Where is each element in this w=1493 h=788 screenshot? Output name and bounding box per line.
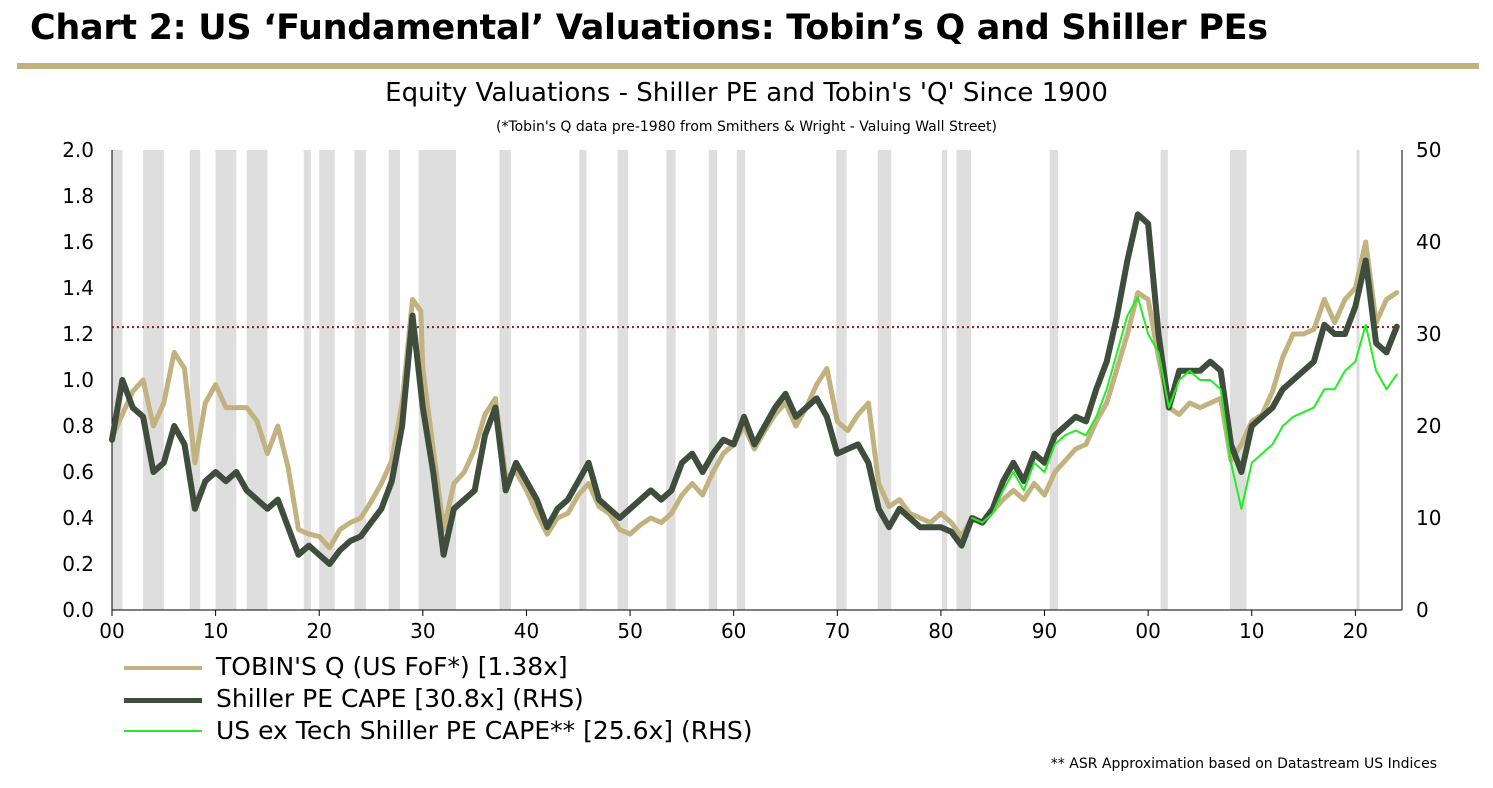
chart-subtitle: (*Tobin's Q data pre-1980 from Smithers …	[495, 119, 997, 135]
y-left-tick-label: 0.2	[62, 552, 94, 576]
y-right-tick-label: 10	[1416, 506, 1441, 530]
recession-band-13	[666, 150, 676, 610]
recession-band-22	[1230, 150, 1247, 610]
y-left-tick-label: 0.0	[62, 598, 94, 622]
x-tick-label: 30	[410, 619, 435, 643]
x-tick-label: 10	[203, 619, 228, 643]
footnote: ** ASR Approximation based on Datastream…	[1050, 756, 1437, 772]
recession-band-0	[112, 150, 123, 610]
y-right-tick-label: 20	[1416, 414, 1441, 438]
recession-band-3	[215, 150, 237, 610]
legend-label-us-ex-tech: US ex Tech Shiller PE CAPE** [25.6x] (RH…	[216, 716, 753, 745]
chart-title: Equity Valuations - Shiller PE and Tobin…	[385, 78, 1108, 108]
recession-band-23	[1356, 150, 1360, 610]
recession-band-4	[246, 150, 268, 610]
y-right-tick-label: 30	[1416, 322, 1441, 346]
x-tick-label: 60	[721, 619, 746, 643]
y-left-tick-label: 1.4	[62, 276, 94, 300]
recession-band-11	[579, 150, 587, 610]
legend-swatch-shiller-cape	[124, 698, 202, 703]
x-tick-label: 00	[1135, 619, 1160, 643]
recession-band-16	[836, 150, 847, 610]
chart-axes	[111, 150, 1403, 616]
x-tick-label: 40	[514, 619, 539, 643]
x-tick-label: 00	[99, 619, 124, 643]
recession-shading	[112, 150, 1360, 610]
x-tick-label: 70	[825, 619, 850, 643]
y-left-tick-label: 1.0	[62, 368, 94, 392]
y-left-tick-label: 0.4	[62, 506, 94, 530]
recession-band-6	[319, 150, 335, 610]
recession-band-12	[617, 150, 628, 610]
legend-swatch-tobins-q	[124, 666, 202, 670]
y-right-tick-label: 40	[1416, 230, 1441, 254]
recession-band-14	[708, 150, 718, 610]
recession-band-20	[1049, 150, 1058, 610]
recession-band-10	[499, 150, 511, 610]
legend-swatch-us-ex-tech	[124, 730, 202, 732]
x-tick-label: 20	[1343, 619, 1368, 643]
recession-band-5	[303, 150, 311, 610]
series-lines	[109, 211, 1400, 567]
recession-band-19	[956, 150, 971, 610]
x-tick-label: 20	[307, 619, 332, 643]
x-tick-label: 90	[1032, 619, 1057, 643]
page-header: Chart 2: US ‘Fundamental’ Valuations: To…	[30, 8, 1268, 48]
recession-band-8	[388, 150, 401, 610]
y-right-tick-label: 0	[1416, 598, 1429, 622]
y-right-tick-label: 50	[1416, 138, 1441, 162]
series-shiller-cape	[109, 211, 1400, 567]
x-tick-label: 50	[617, 619, 642, 643]
y-left-tick-label: 0.6	[62, 460, 94, 484]
recession-band-2	[189, 150, 201, 610]
y-left-tick-label: 2.0	[62, 138, 94, 162]
y-left-tick-label: 1.8	[62, 184, 94, 208]
recession-band-17	[877, 150, 892, 610]
legend-label-tobins-q: TOBIN'S Q (US FoF*) [1.38x]	[216, 652, 568, 681]
series-us-ex-tech	[971, 296, 1398, 524]
y-left-tick-label: 0.8	[62, 414, 94, 438]
x-tick-label: 10	[1239, 619, 1264, 643]
header-rule	[17, 63, 1479, 69]
y-left-tick-label: 1.6	[62, 230, 94, 254]
tick-labels: 0.0 0.2 0.4 0.6 0.8 1.0 1.2 1.4 1.6 1.8 2.0 0 10 20 30…	[62, 138, 1441, 643]
recession-band-7	[354, 150, 366, 610]
y-left-tick-label: 1.2	[62, 322, 94, 346]
x-tick-label: 80	[928, 619, 953, 643]
recession-band-1	[143, 150, 164, 610]
recession-band-18	[941, 150, 948, 610]
recession-band-15	[736, 150, 746, 610]
legend-label-shiller-cape: Shiller PE CAPE [30.8x] (RHS)	[216, 684, 584, 713]
